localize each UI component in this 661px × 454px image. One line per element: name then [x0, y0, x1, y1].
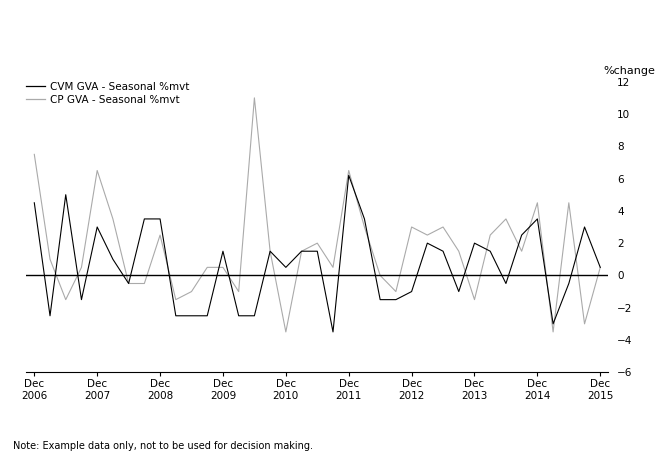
- Text: %change: %change: [603, 66, 655, 76]
- Legend: CVM GVA - Seasonal %mvt, CP GVA - Seasonal %mvt: CVM GVA - Seasonal %mvt, CP GVA - Season…: [26, 82, 190, 105]
- Text: Note: Example data only, not to be used for decision making.: Note: Example data only, not to be used …: [13, 441, 313, 451]
